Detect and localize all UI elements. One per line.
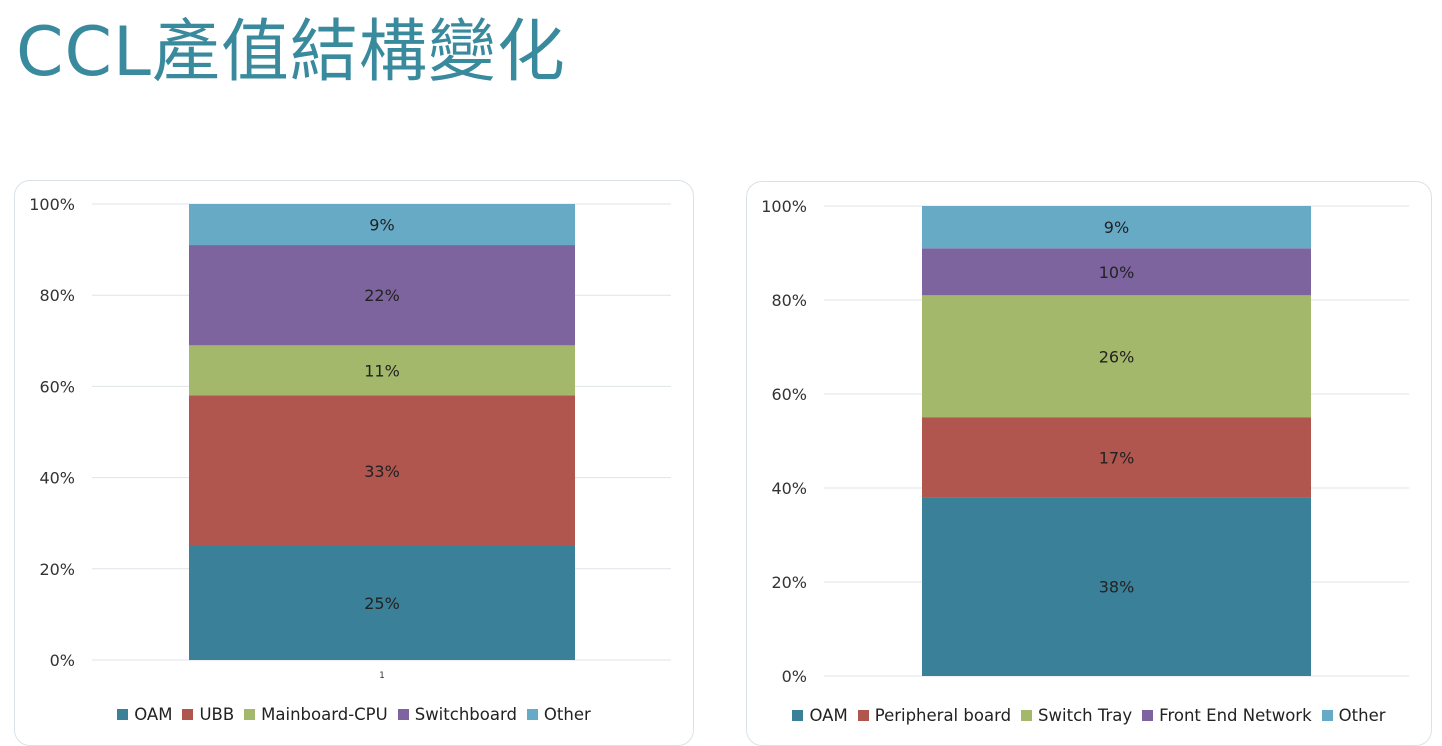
stacked-bar-chart-right: 0% 20% 40% 60% 80% 100% 38% 17% 26% 10% 9%: [747, 182, 1431, 745]
x-category-label: 1: [379, 671, 385, 681]
legend-swatch: [244, 709, 255, 720]
legend-label: UBB: [199, 705, 234, 724]
data-label: 9%: [1104, 218, 1129, 237]
legend-left: OAM UBB Mainboard-CPU Switchboard Other: [15, 705, 693, 724]
legend-item: Peripheral board: [858, 706, 1011, 725]
stacked-bar-chart-left: 0% 20% 40% 60% 80% 100% 25% 33% 11% 22% 9% 1: [15, 181, 693, 745]
y-tick-label: 20%: [771, 573, 807, 592]
legend-swatch: [182, 709, 193, 720]
legend-swatch: [792, 710, 803, 721]
legend-right: OAM Peripheral board Switch Tray Front End …: [747, 706, 1431, 725]
legend-swatch: [858, 710, 869, 721]
y-tick-label: 60%: [39, 377, 75, 396]
data-label: 33%: [364, 462, 400, 481]
y-tick-label: 100%: [29, 195, 75, 214]
legend-label: Peripheral board: [875, 706, 1011, 725]
data-label: 10%: [1099, 263, 1135, 282]
y-tick-label: 40%: [771, 479, 807, 498]
data-label: 25%: [364, 594, 400, 613]
chart-panel-left: 0% 20% 40% 60% 80% 100% 25% 33% 11% 22% 9% 1 OAM UBB…: [14, 180, 694, 746]
data-label: 22%: [364, 286, 400, 305]
legend-item: OAM: [117, 705, 172, 724]
data-label: 38%: [1099, 578, 1135, 597]
y-tick-label: 60%: [771, 385, 807, 404]
data-label: 11%: [364, 361, 400, 380]
y-tick-label: 80%: [39, 286, 75, 305]
legend-item: Front End Network: [1142, 706, 1311, 725]
legend-item: Other: [1322, 706, 1386, 725]
legend-item: UBB: [182, 705, 234, 724]
legend-swatch: [117, 709, 128, 720]
legend-item: OAM: [792, 706, 847, 725]
y-tick-label: 0%: [782, 667, 807, 686]
y-tick-label: 0%: [50, 651, 75, 670]
legend-label: Switchboard: [415, 705, 517, 724]
data-label: 9%: [369, 216, 394, 235]
legend-swatch: [1322, 710, 1333, 721]
legend-label: Front End Network: [1159, 706, 1311, 725]
legend-label: Switch Tray: [1038, 706, 1132, 725]
legend-label: Mainboard-CPU: [261, 705, 388, 724]
data-label: 26%: [1099, 347, 1135, 366]
legend-swatch: [527, 709, 538, 720]
legend-item: Other: [527, 705, 591, 724]
legend-swatch: [1021, 710, 1032, 721]
data-label: 17%: [1099, 448, 1135, 467]
legend-item: Switch Tray: [1021, 706, 1132, 725]
legend-item: Switchboard: [398, 705, 517, 724]
legend-label: OAM: [134, 705, 172, 724]
legend-swatch: [1142, 710, 1153, 721]
y-tick-label: 20%: [39, 560, 75, 579]
legend-label: Other: [544, 705, 591, 724]
y-tick-label: 80%: [771, 291, 807, 310]
legend-item: Mainboard-CPU: [244, 705, 388, 724]
y-tick-label: 100%: [761, 197, 807, 216]
legend-swatch: [398, 709, 409, 720]
y-tick-label: 40%: [39, 469, 75, 488]
legend-label: Other: [1339, 706, 1386, 725]
legend-label: OAM: [809, 706, 847, 725]
chart-panel-right: 0% 20% 40% 60% 80% 100% 38% 17% 26% 10% 9% OAM Peri…: [746, 181, 1432, 746]
slide-title: CCL產值結構變化: [16, 8, 566, 98]
